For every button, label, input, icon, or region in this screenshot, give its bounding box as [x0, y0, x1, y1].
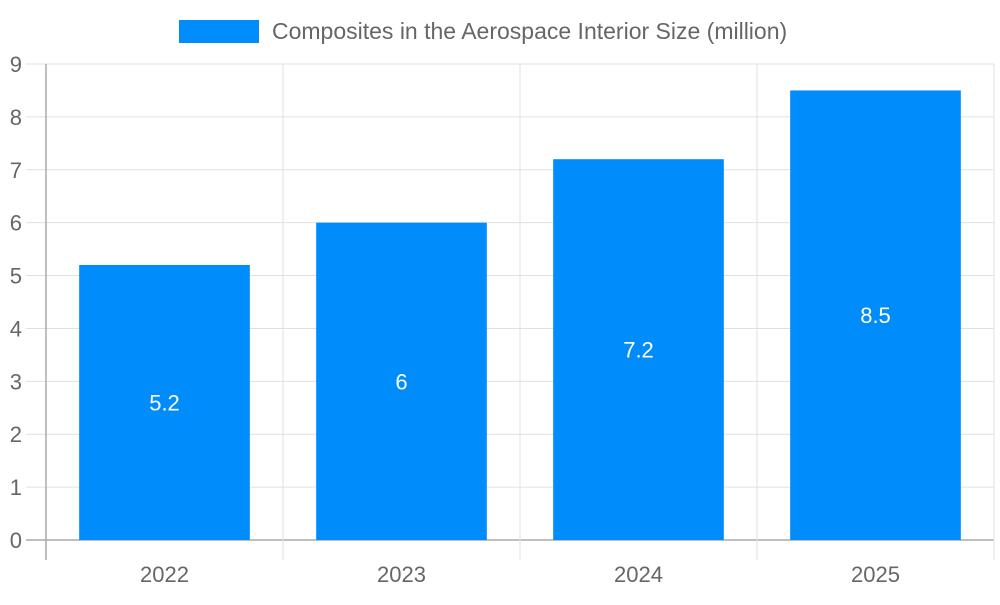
y-tick-label: 1: [10, 475, 22, 500]
bar: [553, 159, 724, 540]
bar: [316, 222, 487, 540]
y-tick-label: 9: [10, 52, 22, 77]
bar: [79, 264, 250, 540]
bar: [790, 90, 961, 540]
y-tick-label: 5: [10, 264, 22, 289]
legend-label: Composites in the Aerospace Interior Siz…: [272, 18, 787, 44]
data-label: 8.5: [860, 303, 891, 328]
x-tick-label: 2023: [377, 562, 426, 587]
y-tick-label: 0: [10, 528, 22, 553]
y-tick-label: 7: [10, 158, 22, 183]
x-tick-label: 2024: [614, 562, 663, 587]
data-label: 6: [395, 369, 407, 394]
x-tick-label: 2022: [140, 562, 189, 587]
data-label: 5.2: [149, 390, 180, 415]
x-tick-label: 2025: [851, 562, 900, 587]
y-tick-label: 6: [10, 211, 22, 236]
bars: 5.2 6 7.2 8.5: [79, 90, 961, 540]
axes: 0 1 2 3 4 5 6 7 8 9 2022 2023 2024 2025: [10, 52, 900, 587]
legend[interactable]: Composites in the Aerospace Interior Siz…: [179, 18, 787, 44]
y-tick-label: 4: [10, 316, 22, 341]
y-tick-label: 2: [10, 422, 22, 447]
data-label: 7.2: [623, 338, 654, 363]
y-tick-label: 3: [10, 369, 22, 394]
legend-swatch: [179, 20, 259, 43]
y-tick-label: 8: [10, 105, 22, 130]
